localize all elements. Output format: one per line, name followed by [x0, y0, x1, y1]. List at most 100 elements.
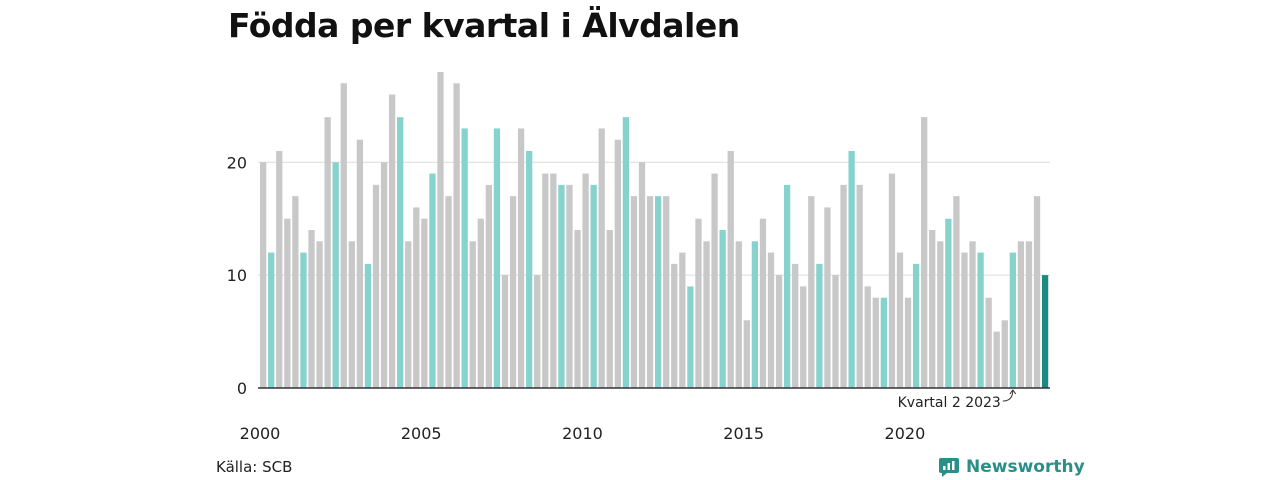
bar-2021-Q4	[961, 252, 968, 388]
bar-2004-Q2	[397, 117, 404, 388]
bar-2001-Q3	[308, 230, 315, 388]
bar-2020-Q2	[912, 263, 920, 388]
annotation-arrow	[1002, 389, 1017, 402]
bar-2001-Q1	[292, 196, 299, 388]
y-tick-label: 10	[227, 266, 247, 285]
bar-2008-Q1	[517, 128, 525, 388]
x-tick-label: 2005	[401, 424, 442, 443]
annotation-label: Kvartal 2 2023	[898, 395, 1001, 411]
bar-2000-Q2	[268, 252, 275, 388]
bar-2000-Q3	[276, 151, 283, 388]
bar-2020-Q4	[929, 230, 936, 388]
bar-2019-Q1	[872, 297, 879, 388]
bar-2022-Q3	[985, 297, 992, 388]
bar-2015-Q3	[759, 218, 767, 388]
bar-2003-Q3	[372, 184, 380, 388]
bar-2006-Q2	[461, 128, 468, 388]
bar-2017-Q3	[824, 207, 831, 388]
y-tick-label: 20	[227, 153, 247, 172]
bar-2003-Q4	[380, 162, 388, 388]
bars	[260, 72, 1049, 388]
bar-2017-Q1	[808, 196, 815, 388]
bar-2014-Q1	[711, 173, 718, 388]
bar-2018-Q2	[848, 151, 855, 388]
bar-2015-Q1	[743, 320, 750, 388]
bar-2022-Q2	[977, 252, 984, 388]
bar-2021-Q3	[953, 196, 960, 388]
bar-2000-Q4	[284, 218, 291, 388]
annotation: Kvartal 2 2023	[898, 389, 1017, 411]
bar-2002-Q4	[348, 241, 355, 388]
bar-2011-Q1	[614, 139, 621, 388]
bar-2018-Q1	[840, 184, 847, 388]
bar-2017-Q4	[832, 275, 839, 388]
bar-2013-Q1	[679, 252, 686, 388]
bar-2002-Q2	[332, 162, 339, 388]
bar-2010-Q3	[598, 128, 605, 388]
bar-2001-Q4	[316, 241, 323, 388]
bar-2005-Q3	[437, 72, 444, 388]
bar-2018-Q4	[864, 286, 871, 388]
bar-2022-Q4	[993, 331, 1000, 388]
bar-2014-Q4	[735, 241, 742, 388]
bar-2010-Q4	[606, 230, 613, 388]
bar-2019-Q3	[888, 173, 896, 388]
bar-2010-Q2	[590, 184, 597, 388]
bar-2024-Q1	[1033, 196, 1041, 388]
bar-2015-Q2	[751, 241, 759, 388]
bar-2004-Q4	[413, 207, 420, 388]
bar-2001-Q2	[300, 252, 307, 388]
bar-2014-Q2	[719, 230, 726, 388]
bar-2005-Q2	[429, 173, 436, 388]
bar-2020-Q1	[904, 297, 912, 388]
bar-2010-Q1	[582, 173, 589, 388]
bar-2023-Q2	[1009, 252, 1016, 388]
bar-2013-Q2	[687, 286, 694, 388]
bar-2007-Q3	[501, 275, 509, 388]
bar-2007-Q4	[509, 196, 517, 388]
bar-2006-Q3	[469, 241, 476, 388]
bar-2011-Q2	[622, 117, 630, 388]
bar-2000-Q1	[260, 162, 267, 388]
bar-2016-Q1	[775, 275, 783, 388]
bar-2012-Q3	[663, 196, 670, 388]
bar-2012-Q4	[671, 263, 678, 388]
bar-2019-Q2	[880, 297, 887, 388]
source-label: Källa: SCB	[216, 458, 293, 476]
bar-2006-Q1	[453, 83, 460, 388]
bar-2008-Q3	[534, 275, 541, 388]
bar-2011-Q3	[630, 196, 638, 388]
bar-2017-Q2	[816, 263, 823, 388]
bar-2008-Q4	[542, 173, 549, 388]
bar-2015-Q4	[767, 252, 775, 388]
bar-2007-Q2	[493, 128, 501, 388]
bar-2004-Q1	[388, 94, 396, 388]
bar-2020-Q3	[921, 117, 928, 388]
bar-2019-Q4	[896, 252, 904, 388]
brand-logo: Newsworthy	[938, 456, 1085, 478]
bar-2003-Q1	[356, 139, 364, 388]
bar-2007-Q1	[485, 184, 492, 388]
bar-2018-Q3	[856, 184, 863, 388]
bar-2016-Q3	[792, 263, 799, 388]
bar-2023-Q3	[1017, 241, 1025, 388]
bar-2003-Q2	[364, 263, 372, 388]
bar-chart: 0 10 20 2000 2005 2010 2015 2020 Kvartal 2 202…	[227, 72, 1050, 443]
bar-2016-Q4	[800, 286, 807, 388]
bar-2013-Q4	[703, 241, 710, 388]
bar-2009-Q1	[550, 173, 557, 388]
x-tick-label: 2000	[240, 424, 281, 443]
bar-2005-Q4	[445, 196, 452, 388]
bar-2023-Q1	[1001, 320, 1008, 388]
bar-2012-Q2	[655, 196, 662, 388]
newsworthy-logo-icon	[939, 458, 959, 477]
bar-2014-Q3	[727, 151, 734, 388]
bar-2011-Q4	[638, 162, 646, 388]
bar-2013-Q3	[695, 218, 702, 388]
bar-2008-Q2	[526, 151, 533, 388]
x-tick-label: 2015	[723, 424, 764, 443]
y-axis-ticks: 0 10 20	[227, 153, 247, 398]
bar-2023-Q4	[1025, 241, 1033, 388]
bar-2002-Q3	[340, 83, 347, 388]
x-axis-ticks: 2000 2005 2010 2015 2020	[240, 424, 926, 443]
